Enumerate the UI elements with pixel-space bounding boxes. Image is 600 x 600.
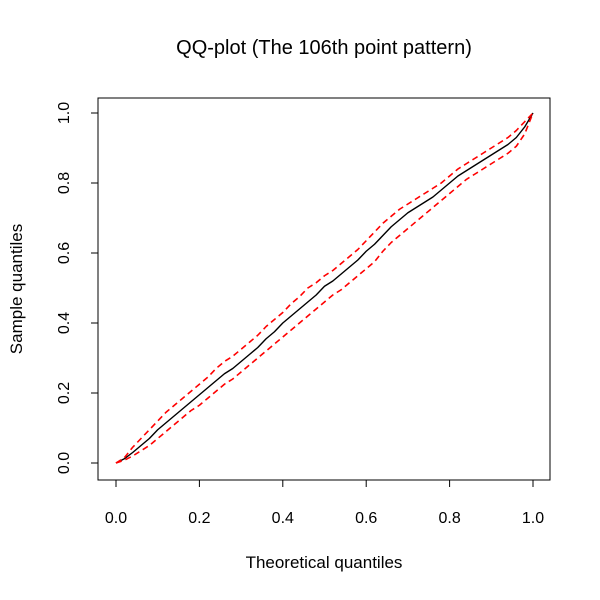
sample-quantile-line-0	[115, 112, 534, 464]
y-tick-label: 1.0	[56, 102, 73, 124]
x-tick-label: 0.4	[272, 510, 294, 527]
x-tick-label: 0.0	[105, 510, 127, 527]
x-tick-label: 0.6	[355, 510, 377, 527]
y-tick-label: 0.4	[56, 312, 73, 334]
y-tick-label: 0.2	[56, 382, 73, 404]
series-layer	[115, 112, 534, 464]
y-tick-label: 0.6	[56, 242, 73, 264]
x-axis: 0.0 0.2 0.4 0.6 0.8 1.0	[105, 479, 544, 527]
x-tick-label: 0.8	[438, 510, 460, 527]
x-axis-label: Theoretical quantiles	[246, 553, 403, 572]
x-tick-label: 1.0	[522, 510, 544, 527]
y-axis: 0.0 0.2 0.4 0.6 0.8 1.0	[56, 102, 99, 474]
y-tick-label: 0.8	[56, 172, 73, 194]
x-tick-label: 0.2	[188, 510, 210, 527]
y-tick-label: 0.0	[56, 452, 73, 474]
chart-title: QQ-plot (The 106th point pattern)	[176, 37, 472, 59]
y-axis-label: Sample quantiles	[7, 224, 26, 354]
envelope-line-2	[115, 112, 534, 464]
envelope-line-1	[115, 112, 534, 464]
